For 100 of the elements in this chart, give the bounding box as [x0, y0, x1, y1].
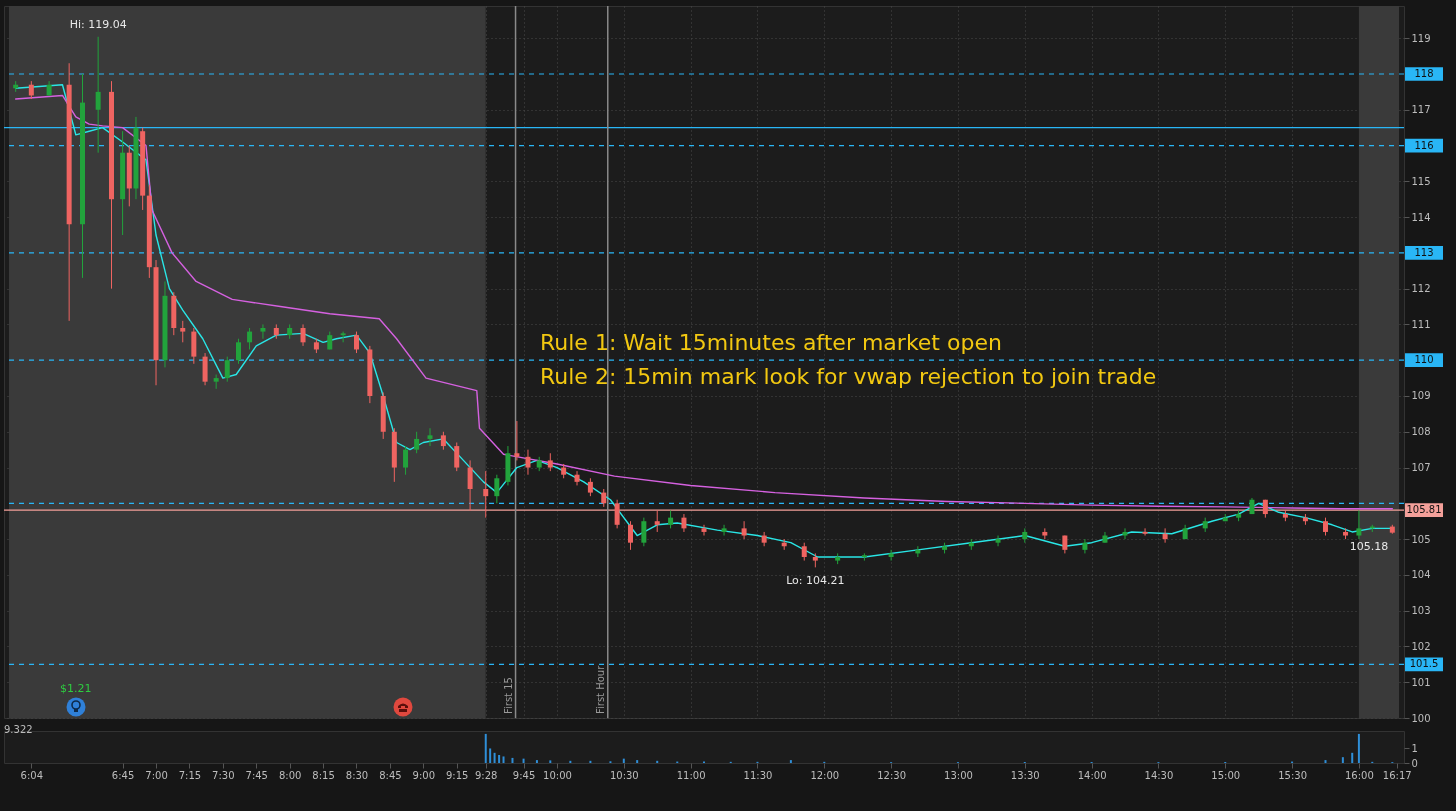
candlestick — [494, 474, 500, 504]
x-tick-label: 14:30 — [1144, 769, 1174, 781]
candlestick — [654, 509, 660, 533]
y-tick-label: 105 — [1411, 533, 1431, 545]
x-tick-label: 10:00 — [543, 769, 572, 781]
x-tick-label: 15:30 — [1278, 769, 1307, 781]
bar — [502, 756, 505, 763]
bar — [549, 760, 552, 763]
bar — [489, 748, 492, 763]
x-tick-label: 8:45 — [379, 769, 402, 781]
x-tick-label: 16:17 — [1382, 769, 1412, 781]
x-tick-label: 7:30 — [212, 769, 235, 781]
ref-line-label: First Hour — [594, 664, 606, 714]
bar — [1351, 752, 1354, 763]
candlestick — [483, 470, 489, 519]
annotation: 9.322 — [4, 724, 33, 735]
x-tick-label: 6:45 — [111, 769, 135, 781]
y-tick-label: 102 — [1411, 640, 1431, 652]
y-tick-label: 103 — [1411, 605, 1431, 617]
candlestick — [467, 459, 473, 511]
candlestick — [1122, 527, 1128, 540]
x-tick-label: 9:45 — [512, 769, 536, 781]
bar — [636, 760, 639, 763]
ref-line-label: 110 — [1414, 354, 1434, 366]
ref-line-label: 101.5 — [1409, 658, 1439, 670]
candlestick — [403, 445, 409, 476]
x-tick-label: 8:30 — [345, 769, 369, 781]
candlestick — [741, 520, 747, 540]
y-tick-label: 108 — [1411, 426, 1431, 438]
candlestick — [525, 449, 531, 476]
ref-line-label: 105.81 — [1406, 504, 1442, 516]
x-tick-label: 7:45 — [245, 769, 268, 781]
candlestick — [721, 524, 727, 537]
candlestick — [995, 535, 1001, 547]
x-tick-label: 9:28 — [474, 769, 498, 781]
candlestick — [414, 431, 420, 454]
y-tick-label: 114 — [1411, 211, 1431, 223]
y-tick-label: 101 — [1411, 676, 1431, 688]
y-tick-label: 0 — [1411, 757, 1418, 769]
candlestick — [260, 323, 266, 340]
ref-line-label: 116 — [1414, 139, 1434, 151]
y-tick-label: 104 — [1411, 569, 1431, 581]
x-tick-label: 7:00 — [145, 769, 168, 781]
bar — [484, 733, 487, 763]
y-tick-label: 117 — [1411, 104, 1431, 116]
x-tick-label: 12:00 — [810, 769, 840, 781]
bar — [493, 752, 496, 763]
bar — [656, 760, 659, 763]
y-tick-label: 109 — [1411, 390, 1431, 402]
x-tick-label: 11:30 — [743, 769, 773, 781]
x-tick-label: 7:15 — [178, 769, 202, 781]
candlestick — [761, 531, 767, 547]
annotation: Rule 2: 15min mark look for vwap rejection to join trade — [540, 364, 1157, 389]
candlestick — [235, 338, 241, 365]
bar — [535, 760, 538, 763]
candlestick — [95, 36, 101, 154]
candlestick — [247, 327, 253, 350]
candlestick — [180, 320, 186, 343]
y-tick-label: 119 — [1411, 32, 1431, 44]
candlestick — [574, 470, 580, 486]
candlestick — [340, 331, 346, 343]
candlestick — [224, 356, 230, 383]
bar — [1341, 757, 1344, 763]
annotation: $1.21 — [60, 682, 92, 695]
candlestick — [300, 323, 306, 347]
candlestick — [514, 420, 520, 461]
candlestick — [614, 499, 620, 529]
y-tick-label: 115 — [1411, 175, 1431, 187]
bar — [1357, 733, 1360, 763]
bar — [569, 760, 572, 763]
bar — [1324, 760, 1327, 763]
x-tick-label: 6:04 — [20, 769, 44, 781]
candlestick — [454, 442, 460, 472]
candlestick — [1082, 538, 1088, 554]
ref-line-label: First 15 — [502, 677, 514, 714]
bar — [789, 760, 792, 763]
y-tick-label: 112 — [1411, 283, 1431, 295]
candlestick — [1356, 509, 1362, 540]
x-tick-label: 8:00 — [278, 769, 302, 781]
x-tick-label: 16:00 — [1344, 769, 1374, 781]
annotation: Hi: 119.04 — [69, 17, 127, 31]
bar — [511, 757, 514, 763]
candlestick — [427, 427, 433, 447]
candlestick — [627, 520, 633, 551]
candlestick — [641, 517, 647, 547]
ref-line-label: 118 — [1414, 67, 1434, 79]
candlestick — [888, 549, 894, 562]
candlestick — [701, 524, 707, 537]
x-tick-label: 12:30 — [877, 769, 907, 781]
annotation: Rule 1: Wait 15minutes after market open — [540, 330, 1002, 355]
x-tick-label: 13:30 — [1010, 769, 1040, 781]
y-tick-label: 1 — [1411, 742, 1418, 754]
bar — [589, 760, 592, 763]
ref-line-label: 113 — [1414, 246, 1434, 258]
x-tick-label: 8:15 — [312, 769, 335, 781]
x-tick-label: 9:00 — [412, 769, 436, 781]
candlestick — [1142, 527, 1148, 537]
y-tick-label: 107 — [1411, 462, 1431, 474]
x-tick-label: 10:30 — [609, 769, 639, 781]
candlestick — [1162, 527, 1168, 544]
